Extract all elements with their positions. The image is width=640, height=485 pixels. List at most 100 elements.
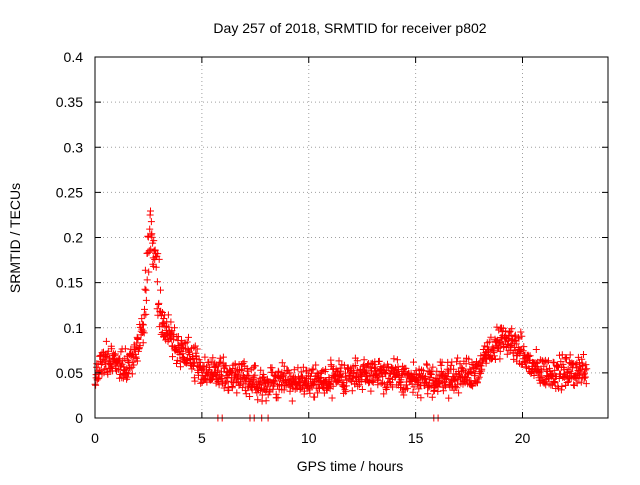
data-point [510, 355, 518, 363]
data-point [147, 245, 155, 253]
data-point [445, 367, 452, 375]
data-point [309, 365, 317, 373]
y-tick-label: 0.4 [64, 49, 84, 65]
data-point [108, 362, 116, 370]
x-tick-labels: 0 5 10 15 20 [91, 430, 530, 446]
data-point [138, 315, 146, 323]
data-point [138, 320, 146, 328]
data-point [240, 358, 248, 366]
data-point [503, 350, 511, 358]
y-tick-label: 0.35 [56, 94, 83, 110]
data-point [174, 333, 182, 340]
data-point [367, 360, 375, 368]
data-point [154, 250, 162, 258]
data-point [511, 332, 519, 340]
data-point [215, 359, 223, 367]
data-point [389, 383, 397, 391]
data-point [375, 372, 383, 380]
data-point [171, 324, 178, 332]
data-point [288, 397, 296, 405]
data-point [351, 362, 359, 369]
data-point [167, 318, 175, 326]
data-point [519, 347, 527, 355]
data-point [232, 367, 240, 375]
data-point [216, 354, 224, 362]
data-point [108, 345, 116, 353]
x-tick-label: 10 [301, 430, 317, 446]
data-point [421, 379, 429, 387]
data-point [142, 310, 150, 318]
data-point [124, 373, 132, 381]
data-point [161, 322, 169, 330]
data-point [298, 372, 306, 380]
data-point [428, 370, 435, 378]
data-point [358, 386, 366, 393]
data-point [341, 386, 349, 394]
data-point [314, 389, 322, 397]
data-point [318, 383, 326, 391]
data-point [485, 346, 493, 354]
data-point [269, 385, 277, 393]
data-point [375, 357, 383, 365]
data-point [542, 366, 550, 374]
data-point [142, 286, 150, 294]
data-point [164, 311, 172, 319]
data-point [309, 379, 317, 387]
data-point [128, 370, 136, 378]
data-point [329, 382, 337, 390]
data-point [337, 374, 345, 382]
data-point [545, 357, 552, 365]
data-point [214, 362, 222, 370]
data-point [114, 366, 122, 374]
data-point [219, 353, 227, 361]
data-point [390, 355, 398, 363]
data-point [299, 373, 306, 381]
data-point [487, 333, 495, 341]
data-point [143, 276, 151, 284]
data-point [496, 347, 504, 355]
data-point [465, 355, 473, 363]
data-point [436, 379, 444, 387]
data-point [254, 396, 262, 404]
data-point [545, 380, 553, 388]
data-point [581, 373, 589, 381]
data-point [533, 359, 541, 367]
data-point [336, 364, 344, 372]
y-tick-label: 0.1 [64, 320, 84, 336]
data-point [107, 363, 115, 371]
data-point [274, 394, 282, 402]
data-point [246, 393, 254, 400]
data-point [147, 207, 154, 215]
data-point [385, 374, 393, 382]
data-point [215, 381, 223, 389]
y-tick-labels: 0 0.05 0.1 0.15 0.2 0.25 0.3 0.35 0.4 [56, 49, 83, 426]
data-point [251, 362, 259, 370]
data-point [201, 353, 209, 361]
data-point [521, 358, 529, 366]
data-point [485, 338, 493, 346]
data-point [380, 362, 388, 370]
data-point [141, 285, 149, 293]
data-point [551, 366, 559, 374]
data-point [111, 350, 119, 358]
x-tick-label: 0 [91, 430, 99, 446]
data-point [243, 371, 251, 379]
data-point [135, 345, 143, 353]
data-point [290, 366, 298, 374]
data-point [490, 352, 498, 360]
y-axis-label: SRMTID / TECUs [7, 183, 23, 293]
data-point [297, 368, 305, 376]
data-point [176, 351, 184, 358]
data-point [579, 361, 587, 369]
y-tick-label: 0.3 [64, 139, 84, 155]
data-point [141, 305, 148, 313]
data-point [142, 296, 150, 304]
data-point [482, 359, 490, 367]
data-point [437, 361, 445, 369]
data-point [538, 374, 546, 382]
data-point [302, 378, 309, 386]
data-point [468, 381, 475, 389]
data-point [455, 389, 463, 397]
data-point [518, 332, 526, 340]
data-point [223, 377, 231, 385]
